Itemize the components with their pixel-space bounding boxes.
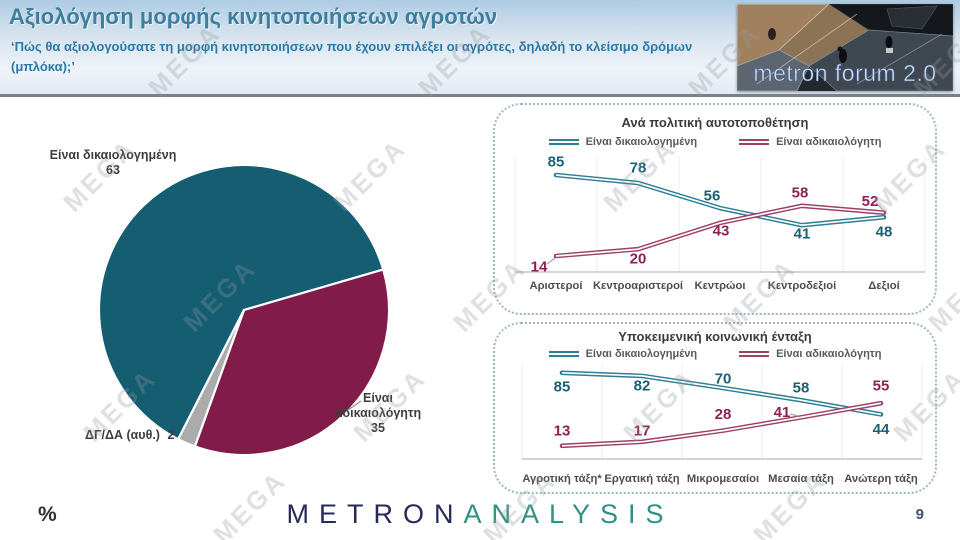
legend-item-unjustified: Είναι αδικαιολόγητη: [739, 136, 881, 148]
line-chart-political: Αριστεροί Κεντροαριστεροί Κεντρώοι Κεντροδε…: [514, 154, 926, 292]
legend-item-unjustified: Είναι αδικαιολόγητη: [739, 348, 881, 360]
pie-slice: [193, 268, 390, 456]
value-label: 20: [630, 251, 647, 268]
chart-legend: Είναι δικαιολογημένη Είναι αδικαιολόγητη: [495, 136, 935, 148]
value-label: 56: [704, 188, 721, 205]
pie-slice-value: 2: [167, 428, 175, 442]
percent-symbol: %: [38, 503, 57, 526]
pie-slice-label: Είναι αδικαιολόγητη: [334, 391, 422, 420]
person-figure: [768, 28, 776, 40]
value-label: 41: [774, 404, 791, 421]
legend-item-justified: Είναι δικαιολογημένη: [548, 136, 698, 148]
value-label: 52: [862, 193, 879, 210]
value-label: 82: [634, 377, 651, 394]
pie-label-unjustified: Είναι αδικαιολόγητη 35: [332, 391, 424, 436]
category-label: Αριστεροί: [530, 280, 583, 292]
category-label: Εργατική τάξη: [604, 473, 679, 485]
legend-swatch-unjustified: [739, 139, 770, 145]
category-label: Κεντροαριστεροί: [593, 280, 683, 292]
value-label: 48: [876, 224, 893, 241]
chart-title: Ανά πολιτική αυτοτοποθέτηση: [621, 115, 809, 130]
pie-label-justified: Είναι δικαιολογημένη 63: [43, 148, 183, 178]
legend-item-justified: Είναι δικαιολογημένη: [548, 348, 698, 360]
value-label: 41: [794, 226, 811, 243]
value-label: 85: [548, 154, 565, 171]
pie-chart: [98, 164, 390, 456]
pie-label-dk-na: ΔΓ/ΔΑ (αυθ.) 2: [85, 428, 255, 443]
legend-swatch-unjustified: [739, 351, 770, 357]
line-chart-social: Αγροτική τάξη* Εργατική τάξη Μικρομεσαίοι Μ…: [521, 364, 923, 485]
value-label: 58: [793, 380, 810, 397]
value-label: 85: [554, 378, 571, 395]
panel-political-positioning: Ανά πολιτική αυτοτοποθέτηση Είναι δικαιο…: [493, 103, 937, 315]
value-label: 44: [873, 421, 890, 438]
category-label: Κεντροδεξιοί: [768, 280, 837, 292]
page-title: Αξιολόγηση μορφής κινητοποιήσεων αγροτών: [9, 4, 498, 29]
label-leader-line: [347, 400, 362, 411]
category-label: Αγροτική τάξη*: [522, 473, 602, 485]
pie-slice-label: ΔΓ/ΔΑ (αυθ.): [85, 428, 160, 442]
pie-slice-value: 63: [106, 163, 120, 177]
metron-analysis-logo: METRONANALYSIS: [0, 499, 960, 530]
value-label: 17: [634, 422, 651, 439]
value-label: 14: [531, 259, 548, 276]
value-label: 13: [554, 422, 571, 439]
legend-swatch-justified: [548, 351, 579, 357]
metron-forum-logo: metron forum 2.0: [737, 4, 953, 91]
category-label: Κεντρώοι: [695, 280, 746, 292]
brand-analysis: ANALYSIS: [463, 499, 674, 529]
category-label: Ανώτερη τάξη: [844, 473, 918, 485]
pie-slice-label: Είναι δικαιολογημένη: [49, 148, 177, 162]
pie-slice: [177, 308, 246, 448]
value-label: 43: [713, 222, 730, 239]
category-label: Δεξιοί: [868, 280, 899, 292]
category-label: Μικρομεσαίοι: [687, 473, 759, 485]
chart-legend: Είναι δικαιολογημένη Είναι αδικαιολόγητη: [495, 348, 935, 360]
value-label: 28: [715, 406, 732, 423]
page-subtitle: ‘Πώς θα αξιολογούσατε τη μορφή κινητοποι…: [11, 39, 693, 74]
legend-label: Είναι δικαιολογημένη: [585, 136, 698, 148]
person-figure: [885, 36, 893, 48]
legend-swatch-justified: [548, 139, 579, 145]
value-label: 78: [630, 160, 647, 177]
metron-forum-logo-image: metron forum 2.0: [737, 4, 953, 91]
value-label: 55: [873, 378, 890, 395]
panel-social-class: Υποκειμενική κοινωνική ένταξη Είναι δικα…: [493, 322, 937, 494]
legend-label: Είναι αδικαιολόγητη: [776, 348, 882, 360]
logo-text: metron forum 2.0: [753, 60, 936, 86]
chart-title: Υποκειμενική κοινωνική ένταξη: [618, 329, 812, 344]
category-label: Μεσαία τάξη: [768, 473, 834, 485]
person-figure: [839, 49, 847, 63]
pie-slice: [98, 164, 385, 441]
brand-metron: METRON: [286, 499, 464, 529]
pie-slice-value: 35: [371, 421, 385, 435]
legend-label: Είναι αδικαιολόγητη: [776, 136, 882, 148]
legend-label: Είναι δικαιολογημένη: [585, 348, 698, 360]
header: Αξιολόγηση μορφής κινητοποιήσεων αγροτών…: [0, 0, 960, 97]
value-label: 70: [715, 371, 732, 388]
page-number: 9: [915, 506, 924, 523]
value-label: 58: [792, 184, 809, 201]
